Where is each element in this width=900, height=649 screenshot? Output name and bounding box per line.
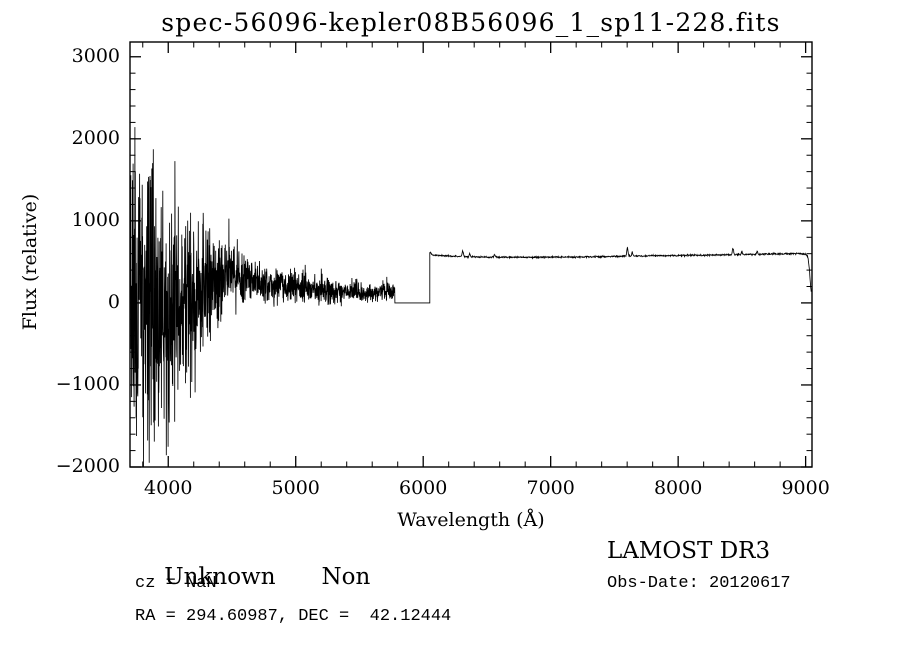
ra-dec-value: RA = 294.60987, DEC = 42.12444 [135, 607, 452, 626]
spectrum-trace [129, 127, 812, 468]
obs-date-label: Obs-Date: 20120617 [607, 574, 791, 593]
y-tick-label: −2000 [55, 455, 120, 477]
y-tick-label: −1000 [55, 372, 120, 395]
y-tick-label: 3000 [71, 44, 120, 67]
x-tick-label: 5000 [271, 477, 320, 499]
cz-value: cz = NaN [135, 574, 217, 593]
object-class-row: Unknown Non [135, 538, 370, 616]
plot-frame [129, 41, 813, 468]
y-tick-label: 0 [107, 290, 120, 313]
survey-label: LAMOST DR3 [607, 538, 771, 564]
x-tick-label: 6000 [399, 477, 448, 499]
x-tick-label: 8000 [653, 477, 703, 499]
x-tick-label: 7000 [526, 477, 575, 499]
y-tick-label: 2000 [71, 126, 120, 149]
object-class-label: Unknown [164, 564, 276, 590]
object-subclass-label: Non [321, 564, 371, 590]
x-axis-label: Wavelength (Å) [397, 509, 545, 531]
x-tick-label: 4000 [144, 477, 193, 499]
y-tick-label: 1000 [71, 208, 120, 231]
x-tick-label: 9000 [781, 477, 830, 499]
plot-title: spec-56096-kepler08B56096_1_sp11-228.fit… [161, 8, 781, 37]
